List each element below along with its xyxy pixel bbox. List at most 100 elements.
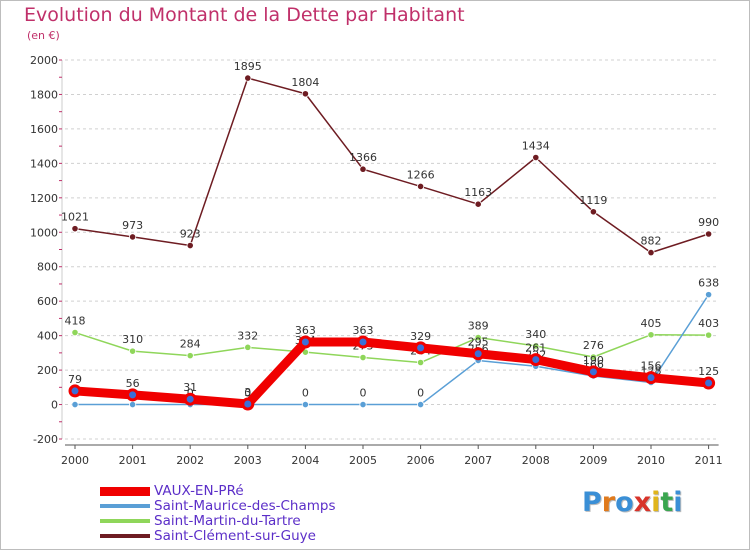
- data-label: 284: [180, 338, 201, 351]
- data-point: [414, 341, 428, 355]
- x-tick-label: 2010: [637, 454, 665, 467]
- legend-swatch: [100, 534, 150, 538]
- data-label: 389: [468, 320, 489, 333]
- data-label: 3: [244, 386, 251, 399]
- data-label: 363: [353, 324, 374, 337]
- data-point: [71, 328, 79, 337]
- data-label: 156: [641, 360, 662, 373]
- data-label: 1119: [579, 194, 607, 207]
- data-point: [359, 400, 367, 409]
- y-tick-label: 200: [37, 364, 58, 377]
- logo-letter: x: [633, 487, 652, 518]
- y-tick-label: 1200: [30, 192, 58, 205]
- data-label: 973: [122, 219, 143, 232]
- data-label: 0: [417, 387, 424, 400]
- data-point: [241, 397, 255, 411]
- data-point: [298, 335, 312, 349]
- data-point: [529, 353, 543, 367]
- data-label: 31: [183, 381, 197, 394]
- data-point: [183, 392, 197, 406]
- data-label: 990: [698, 216, 719, 229]
- data-point: [359, 165, 367, 173]
- data-point: [301, 400, 309, 409]
- x-tick-label: 2008: [522, 454, 550, 467]
- data-point: [129, 233, 137, 241]
- legend-item: Saint-Martin-du-Tartre: [100, 513, 460, 529]
- x-tick-label: 2006: [407, 454, 435, 467]
- data-point: [301, 348, 309, 356]
- data-label: 923: [180, 228, 201, 241]
- data-point: [129, 400, 137, 409]
- data-point: [244, 343, 252, 351]
- data-point: [702, 376, 716, 390]
- x-tick-label: 2005: [349, 454, 377, 467]
- series-line: [70, 337, 714, 409]
- data-point: [129, 347, 137, 355]
- data-point: [244, 74, 252, 82]
- data-point: [71, 400, 79, 409]
- logo-letter: o: [615, 487, 634, 518]
- data-point: [416, 358, 425, 367]
- data-point: [589, 353, 598, 361]
- y-tick-label: 800: [37, 261, 58, 274]
- legend-item: Saint-Clément-sur-Guye: [100, 528, 460, 544]
- data-point: [647, 331, 655, 339]
- data-point: [356, 335, 370, 349]
- legend-label: Saint-Martin-du-Tartre: [154, 513, 301, 529]
- y-tick-label: 600: [37, 295, 58, 308]
- data-point: [647, 249, 655, 257]
- data-label: 363: [295, 324, 316, 337]
- logo-letter: P: [582, 487, 602, 518]
- data-label: 332: [237, 329, 258, 342]
- data-label: 1804: [291, 76, 319, 89]
- data-point: [704, 331, 713, 339]
- legend-swatch: [100, 519, 150, 523]
- x-tick-label: 2000: [61, 454, 89, 467]
- data-label: 56: [126, 377, 140, 390]
- logo-letter: r: [601, 487, 616, 518]
- data-label: 1021: [61, 211, 89, 224]
- y-tick-label: 1000: [30, 226, 58, 239]
- data-point: [68, 384, 82, 398]
- data-label: 310: [122, 333, 143, 346]
- data-point: [589, 208, 598, 216]
- data-point: [532, 153, 540, 162]
- data-point: [532, 342, 540, 350]
- data-point: [704, 230, 713, 238]
- data-label: 1434: [522, 140, 550, 153]
- data-point: [186, 352, 194, 360]
- y-tick-label: 2000: [30, 54, 58, 67]
- chart-legend: VAUX-EN-PRé Saint-Maurice-des-Champs Saint…: [100, 483, 460, 544]
- y-tick-label: 0: [51, 399, 58, 412]
- line-chart: -200020040060080010001200140016001800200…: [30, 54, 723, 467]
- logo-letter: t: [660, 487, 674, 518]
- y-tick-label: -200: [33, 433, 58, 446]
- data-label: 0: [244, 387, 251, 400]
- data-label: 0: [360, 387, 367, 400]
- x-tick-label: 2001: [119, 454, 147, 467]
- data-label: 190: [583, 354, 604, 367]
- x-tick-label: 2003: [234, 454, 262, 467]
- x-tick-label: 2011: [695, 454, 723, 467]
- y-tick-label: 400: [37, 330, 58, 343]
- legend-swatch: [100, 504, 150, 508]
- data-point: [186, 241, 194, 250]
- data-point: [301, 90, 309, 98]
- data-point: [474, 200, 482, 208]
- data-point: [471, 347, 485, 361]
- x-tick-label: 2007: [464, 454, 492, 467]
- data-label: 0: [302, 387, 309, 400]
- y-tick-label: 1400: [30, 157, 58, 170]
- data-label: 79: [68, 373, 82, 386]
- data-label: 638: [698, 277, 719, 290]
- data-point: [359, 353, 367, 362]
- data-point: [126, 388, 140, 402]
- x-tick-label: 2002: [176, 454, 204, 467]
- data-point: [586, 365, 600, 379]
- data-point: [416, 182, 425, 191]
- y-tick-label: 1800: [30, 88, 58, 101]
- data-label: 261: [525, 342, 546, 355]
- proxiti-logo: Proxiti: [582, 487, 683, 518]
- data-label: 276: [583, 339, 604, 352]
- data-point: [704, 291, 713, 299]
